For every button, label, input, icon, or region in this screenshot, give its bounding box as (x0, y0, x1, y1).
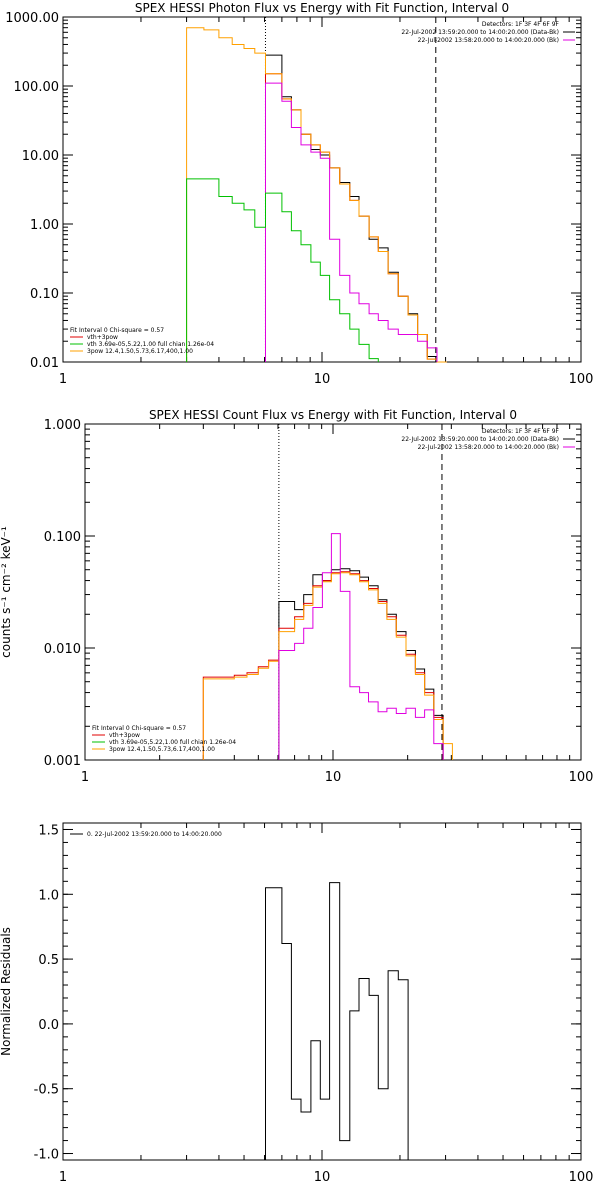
plot-frame (62, 16, 582, 363)
x-tick-label: 100 (569, 372, 594, 387)
legend-entry: vth 3.69e-05,5.22,1.00 full chian 1.26e-… (87, 341, 214, 348)
series-3-step (202, 572, 453, 760)
x-tick-label: 10 (325, 770, 342, 785)
series-5-step (186, 178, 379, 362)
series-1-step (278, 568, 444, 760)
y-tick-label: 0.0 (38, 1018, 59, 1033)
x-tick-label: 1 (59, 1170, 67, 1185)
y-tick-label: 0.5 (38, 953, 59, 968)
legend-entry: vth 3.69e-05,5.22,1.00 full chian 1.26e-… (109, 739, 236, 746)
chart-2: SPEX HESSI Count Flux vs Energy with Fit… (0, 408, 593, 785)
x-tick-label: 100 (569, 1170, 594, 1185)
y-tick-label: -0.5 (34, 1083, 59, 1098)
x-tick-label: 100 (569, 770, 594, 785)
x-tick-label: 10 (314, 372, 331, 387)
chart-1: SPEX HESSI Photon Flux vs Energy with Fi… (5, 1, 593, 387)
y-tick-label: 0.01 (30, 356, 59, 371)
y-tick-label: 1.0 (38, 888, 59, 903)
legend-entry: Fit Interval 0 Chi-square = 0.57 (92, 725, 186, 732)
legend-entry: 3pow 12.4,1.50,5.73,6.17,400,1.00 (87, 348, 193, 355)
legend-entry: Fit Interval 0 Chi-square = 0.57 (70, 327, 164, 334)
y-tick-label: 10.00 (22, 149, 59, 164)
x-tick-label: 1 (59, 372, 67, 387)
legend-entry: vth+3pow (87, 334, 118, 341)
header-line: 22-Jul-2002 13:59:20.000 to 14:00:20.000… (401, 436, 559, 443)
legend-entry: vth+3pow (109, 732, 140, 739)
y-axis-label: counts s⁻¹ cm⁻² keV⁻¹ (0, 526, 13, 658)
y-tick-label: 1.000 (44, 418, 81, 433)
series-2-step (265, 73, 447, 363)
series-3-step (186, 27, 447, 363)
header-line: 22-Jul-2002 13:59:20.000 to 14:00:20.000… (401, 29, 559, 36)
series-1-step (265, 54, 447, 363)
y-tick-label: 1.5 (38, 823, 59, 838)
chart-title: SPEX HESSI Count Flux vs Energy with Fit… (149, 408, 517, 422)
chart-3: Normalized Residuals 1 10 100 -1.0 -0.5 0.0 0.5… (0, 822, 594, 1185)
header-line: 22-Jul-2002 13:58:20.000 to 14:00:20.000… (418, 37, 559, 44)
series-1-step (265, 882, 409, 1160)
y-tick-label: 0.010 (44, 642, 81, 657)
plot-frame (84, 423, 582, 761)
header-line: Detectors: 1F 3F 4F 6F 9F (482, 21, 560, 28)
y-tick-label: 100.00 (14, 80, 60, 95)
x-tick-label: 10 (314, 1170, 331, 1185)
y-tick-label: 0.001 (44, 754, 81, 769)
y-axis-label: Normalized Residuals (0, 927, 13, 1056)
chart-title: SPEX HESSI Photon Flux vs Energy with Fi… (135, 1, 509, 15)
series-4-step (278, 533, 444, 760)
legend-entry: 0. 22-Jul-2002 13:59:20.000 to 14:00:20.… (87, 831, 222, 838)
series-2-step (202, 571, 444, 760)
y-tick-label: 1000.00 (5, 11, 59, 26)
plot-frame (62, 822, 582, 1161)
y-tick-label: 1.00 (30, 218, 59, 233)
header-line: Detectors: 1F 3F 4F 6F 9F (482, 428, 560, 435)
y-tick-label: 0.100 (44, 530, 81, 545)
y-tick-label: -1.0 (34, 1148, 59, 1163)
y-tick-label: 0.10 (30, 287, 59, 302)
x-tick-label: 1 (81, 770, 89, 785)
header-line: 22-Jul-2002 13:58:20.000 to 14:00:20.000… (418, 444, 559, 451)
series-4-step (265, 82, 438, 362)
legend-entry: 3pow 12.4,1.50,5.73,6.17,400,1.00 (109, 746, 215, 753)
